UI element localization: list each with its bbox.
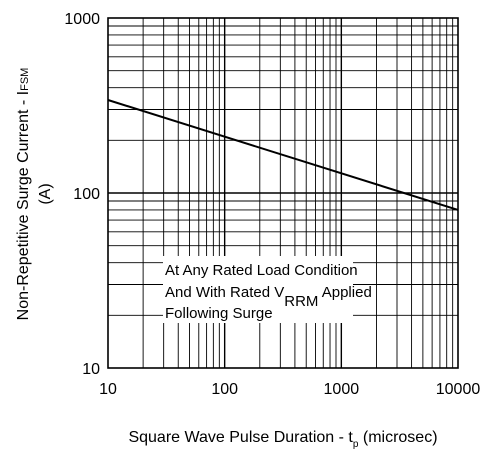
x-axis-title-prefix: Square Wave Pulse Duration - t bbox=[128, 429, 353, 446]
y-tick-label: 100 bbox=[73, 186, 100, 203]
y-axis-title-sub: FSM bbox=[19, 68, 31, 91]
y-axis-title-line-1: Non-Repetitive Surge Current - IFSM bbox=[15, 68, 32, 321]
annotation-box: At Any Rated Load Condition And With Rat… bbox=[163, 256, 372, 323]
annotation-line-3: Following Surge bbox=[165, 305, 273, 322]
x-axis-title-suffix: (microsec) bbox=[358, 429, 437, 446]
annotation-line-2-prefix: And With Rated V bbox=[165, 284, 284, 301]
x-tick-label: 100 bbox=[211, 381, 238, 398]
x-tick-label: 10 bbox=[99, 381, 117, 398]
y-axis-title-prefix: Non-Repetitive Surge Current - I bbox=[15, 91, 32, 320]
x-tick-label: 1000 bbox=[324, 381, 360, 398]
y-axis-title-line-2: (A) bbox=[37, 183, 54, 204]
y-tick-labels: 10 100 1000 bbox=[64, 11, 100, 378]
annotation-line-2-suffix: Applied bbox=[318, 284, 371, 301]
x-axis-title: Square Wave Pulse Duration - tp (microse… bbox=[128, 429, 437, 450]
annotation-line-1: At Any Rated Load Condition bbox=[165, 262, 358, 279]
x-tick-labels: 10 100 1000 10000 bbox=[99, 381, 480, 398]
annotation-line-2-sub: RRM bbox=[284, 293, 318, 310]
y-tick-label: 10 bbox=[82, 361, 100, 378]
y-tick-label: 1000 bbox=[64, 11, 100, 28]
x-tick-label: 10000 bbox=[436, 381, 481, 398]
